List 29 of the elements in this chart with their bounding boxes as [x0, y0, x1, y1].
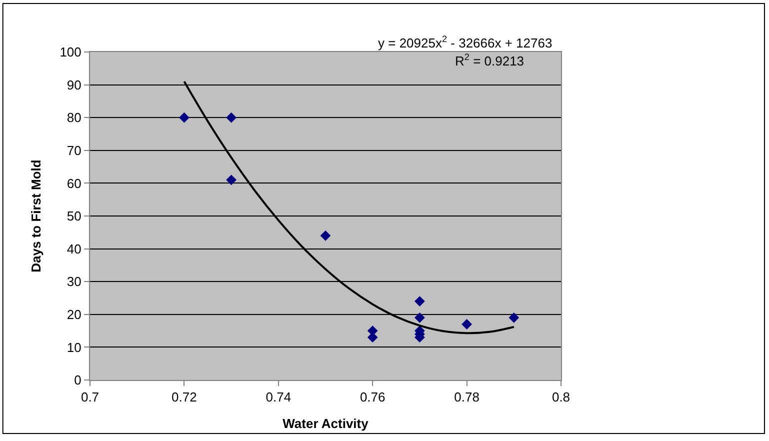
point	[414, 312, 425, 323]
y-axis-title: Days to First Mold	[28, 160, 44, 272]
x-tick-label: 0.72	[172, 390, 197, 405]
y-tick-label: 0	[74, 372, 82, 388]
y-tick-label: 100	[60, 44, 82, 60]
x-tick-label: 0.78	[454, 390, 480, 405]
annotation: R$^{2}$ = 0.9213	[455, 52, 524, 68]
point	[226, 174, 236, 186]
y-tick-label: 60	[66, 176, 82, 191]
x-axis-title: Water Activity	[282, 416, 370, 432]
y-tick-label: 10	[66, 340, 82, 355]
point	[179, 112, 190, 123]
x-tick-label: 0.7	[80, 390, 100, 405]
y-tick-label: 50	[66, 208, 82, 224]
point	[508, 312, 520, 323]
point	[226, 112, 236, 123]
point	[414, 296, 425, 306]
x-tick-label: 0.76	[360, 390, 386, 405]
x-tick-label: 0.8	[552, 390, 570, 405]
point	[320, 230, 331, 241]
point	[462, 319, 472, 330]
y-tick-label: 40	[66, 241, 82, 256]
text: y = 20925x$^{2}$ - 32666x + 12763	[378, 34, 552, 50]
y-tick-label: 30	[66, 274, 82, 290]
y-tick-label: 90	[66, 77, 82, 92]
y-tick-label: 80	[66, 110, 82, 126]
x-tick-label: 0.74	[266, 390, 292, 405]
y-tick-label: 70	[66, 142, 82, 158]
y-tick-label: 20	[66, 306, 82, 322]
